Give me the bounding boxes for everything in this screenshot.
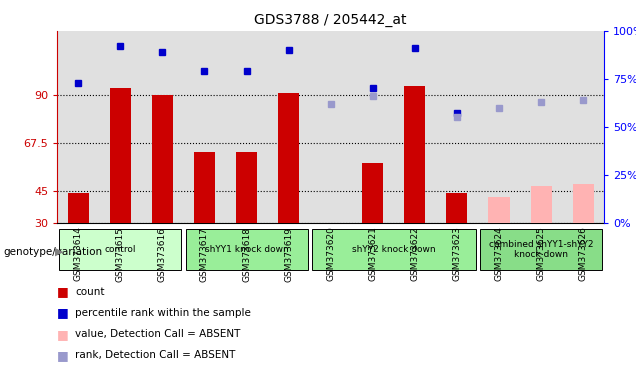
Bar <box>488 197 509 223</box>
Text: GSM373620: GSM373620 <box>326 227 335 281</box>
Bar <box>562 31 604 223</box>
Text: ▶: ▶ <box>55 247 64 257</box>
Bar <box>59 229 181 270</box>
Bar <box>268 31 310 223</box>
Bar <box>183 31 226 223</box>
Text: ■: ■ <box>57 306 69 319</box>
Text: shYY2 knock down: shYY2 knock down <box>352 245 436 254</box>
Text: rank, Detection Call = ABSENT: rank, Detection Call = ABSENT <box>75 350 235 360</box>
Bar <box>320 223 342 240</box>
Bar <box>226 31 268 223</box>
Text: GSM373614: GSM373614 <box>74 227 83 281</box>
Bar <box>236 152 257 223</box>
Bar <box>99 31 141 223</box>
Bar <box>194 152 215 223</box>
Text: GSM373617: GSM373617 <box>200 227 209 281</box>
Bar <box>572 184 593 223</box>
Text: GSM373615: GSM373615 <box>116 227 125 281</box>
Text: ■: ■ <box>57 328 69 341</box>
Bar <box>278 93 299 223</box>
Bar <box>68 193 89 223</box>
Text: GSM373621: GSM373621 <box>368 227 377 281</box>
Bar <box>312 229 476 270</box>
Text: ■: ■ <box>57 285 69 298</box>
Bar <box>141 31 183 223</box>
Bar <box>478 31 520 223</box>
Bar <box>480 229 602 270</box>
Bar <box>186 229 308 270</box>
Bar <box>57 31 99 223</box>
Text: ■: ■ <box>57 349 69 362</box>
Text: GSM373626: GSM373626 <box>579 227 588 281</box>
Bar <box>394 31 436 223</box>
Bar <box>404 86 425 223</box>
Bar <box>363 163 384 223</box>
Bar <box>310 31 352 223</box>
Bar <box>152 95 173 223</box>
Text: GSM373625: GSM373625 <box>537 227 546 281</box>
Bar <box>530 187 551 223</box>
Text: GSM373623: GSM373623 <box>452 227 462 281</box>
Text: control: control <box>104 245 136 254</box>
Bar <box>520 31 562 223</box>
Text: combined shYY1-shYY2
knock down: combined shYY1-shYY2 knock down <box>489 240 593 259</box>
Text: GSM373624: GSM373624 <box>495 227 504 281</box>
Bar <box>436 31 478 223</box>
Text: GSM373618: GSM373618 <box>242 227 251 281</box>
Text: GSM373622: GSM373622 <box>410 227 419 281</box>
Text: count: count <box>75 287 104 297</box>
Title: GDS3788 / 205442_at: GDS3788 / 205442_at <box>254 13 407 27</box>
Text: genotype/variation: genotype/variation <box>3 247 102 257</box>
Text: shYY1 knock down: shYY1 knock down <box>205 245 289 254</box>
Text: GSM373619: GSM373619 <box>284 227 293 281</box>
Bar <box>110 88 131 223</box>
Bar <box>352 31 394 223</box>
Text: percentile rank within the sample: percentile rank within the sample <box>75 308 251 318</box>
Bar <box>446 193 467 223</box>
Text: value, Detection Call = ABSENT: value, Detection Call = ABSENT <box>75 329 240 339</box>
Text: GSM373616: GSM373616 <box>158 227 167 281</box>
